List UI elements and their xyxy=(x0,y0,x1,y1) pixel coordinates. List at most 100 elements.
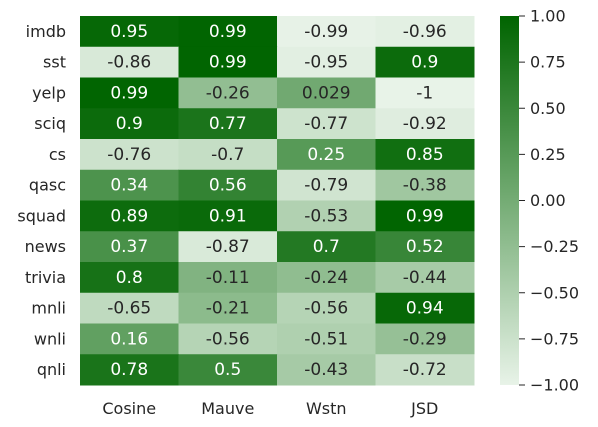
colorbar-tick-label: −0.75 xyxy=(530,329,579,348)
cell-value-label: 0.91 xyxy=(209,206,247,226)
row-label: qnli xyxy=(37,360,66,379)
heatmap-cell xyxy=(80,262,179,294)
heatmap-cell xyxy=(178,16,278,48)
heatmap-cell xyxy=(375,16,475,48)
column-label: Wstn xyxy=(306,399,347,418)
heatmap-cell xyxy=(375,262,475,294)
cell-value-label: -0.29 xyxy=(403,329,447,349)
heatmap-cell xyxy=(375,323,475,355)
cell-value-label: -0.44 xyxy=(403,268,447,288)
column-label: Cosine xyxy=(102,399,156,418)
cell-value-label: 0.5 xyxy=(214,360,241,380)
colorbar-tick-label: −0.25 xyxy=(530,237,579,256)
cell-value-label: -0.38 xyxy=(403,176,447,196)
colorbar-tick-label: 0.25 xyxy=(530,145,566,164)
cell-value-label: 0.8 xyxy=(116,268,143,288)
heatmap-cell xyxy=(178,231,278,263)
cell-value-label: -0.43 xyxy=(304,360,348,380)
heatmap-cell xyxy=(277,77,376,109)
heatmap-cell xyxy=(277,139,376,171)
heatmap-cell xyxy=(80,323,179,355)
colorbar-tick-label: 0.75 xyxy=(530,53,566,72)
colorbar-tick-label: 1.00 xyxy=(530,7,566,26)
cell-value-label: -0.26 xyxy=(206,83,250,103)
heatmap-cell xyxy=(375,46,475,78)
heatmap-cell xyxy=(375,231,475,263)
column-label: Mauve xyxy=(201,399,254,418)
cell-value-label: 0.7 xyxy=(313,237,340,257)
heatmap-cell xyxy=(80,16,179,48)
heatmap-cell xyxy=(375,200,475,232)
cell-value-label: 0.89 xyxy=(110,206,148,226)
colorbar-tick-label: 0.00 xyxy=(530,191,566,210)
row-label: squad xyxy=(17,206,66,225)
cell-value-label: 0.85 xyxy=(406,145,444,165)
heatmap-cell xyxy=(178,200,278,232)
heatmap-cell xyxy=(178,46,278,78)
heatmap-cell xyxy=(178,292,278,324)
cell-value-label: -0.21 xyxy=(206,299,250,319)
cell-value-label: -0.96 xyxy=(403,22,447,42)
cell-value-label: 0.99 xyxy=(209,22,247,42)
row-label: sst xyxy=(43,53,66,72)
colorbar-bar xyxy=(500,16,519,385)
cell-value-label: -0.99 xyxy=(304,22,348,42)
heatmap-cell xyxy=(80,169,179,201)
heatmap-cell xyxy=(178,323,278,355)
cell-value-label: -0.76 xyxy=(107,145,151,165)
row-label: imdb xyxy=(26,22,66,41)
cell-value-label: 0.99 xyxy=(110,83,148,103)
heatmap-cell xyxy=(277,262,376,294)
heatmap-cell xyxy=(80,231,179,263)
cell-value-label: -0.86 xyxy=(107,53,151,73)
column-label: JSD xyxy=(410,399,438,418)
heatmap-cell xyxy=(80,354,179,386)
heatmap-cell xyxy=(277,200,376,232)
row-label: trivia xyxy=(25,268,66,287)
cell-value-label: -0.56 xyxy=(304,299,348,319)
row-label: sciq xyxy=(34,114,66,133)
heatmap-cell xyxy=(375,77,475,109)
heatmap-cell xyxy=(80,200,179,232)
heatmap-cell xyxy=(375,354,475,386)
cell-value-label: 0.94 xyxy=(406,299,444,319)
cell-value-label: 0.77 xyxy=(209,114,247,134)
cell-value-label: -0.51 xyxy=(304,329,348,349)
colorbar: 1.00 0.75 0.50 0.25 0.00 −0.25 −0.50 −0.75 −1.00 xyxy=(500,7,579,395)
row-label: mnli xyxy=(31,299,66,318)
cell-value-label: 0.56 xyxy=(209,176,247,196)
heatmap-cell xyxy=(277,169,376,201)
heatmap-cell xyxy=(178,77,278,109)
heatmap-cell xyxy=(80,46,179,78)
row-label: yelp xyxy=(32,83,66,102)
heatmap-cell xyxy=(277,46,376,78)
cell-value-label: 0.52 xyxy=(406,237,444,257)
column-labels: Cosine Mauve Wstn JSD xyxy=(102,399,438,418)
heatmap-cell xyxy=(375,139,475,171)
cell-value-label: -0.53 xyxy=(304,206,348,226)
heatmap-cells: 0.95 0.99 -0.99 -0.96 -0.86 0.99 -0.95 0.9 0.99 -… xyxy=(80,16,475,386)
cell-value-label: -0.11 xyxy=(206,268,250,288)
heatmap-cell xyxy=(375,108,475,140)
heatmap-cell xyxy=(80,139,179,171)
cell-value-label: 0.9 xyxy=(116,114,143,134)
cell-value-label: -0.87 xyxy=(206,237,250,257)
cell-value-label: -0.72 xyxy=(403,360,447,380)
heatmap-cell xyxy=(375,292,475,324)
cell-value-label: -0.56 xyxy=(206,329,250,349)
cell-value-label: 0.9 xyxy=(411,53,438,73)
cell-value-label: -0.65 xyxy=(107,299,151,319)
cell-value-label: -0.77 xyxy=(304,114,348,134)
heatmap-cell xyxy=(178,139,278,171)
cell-value-label: 0.029 xyxy=(302,83,351,103)
cell-value-label: -0.7 xyxy=(211,145,244,165)
heatmap-cell xyxy=(80,77,179,109)
row-label: qasc xyxy=(29,176,66,195)
cell-value-label: 0.16 xyxy=(110,329,148,349)
cell-value-label: 0.99 xyxy=(209,53,247,73)
cell-value-label: 0.99 xyxy=(406,206,444,226)
row-label: cs xyxy=(49,145,66,164)
heatmap-cell xyxy=(178,262,278,294)
heatmap-cell xyxy=(277,323,376,355)
cell-value-label: -0.92 xyxy=(403,114,447,134)
